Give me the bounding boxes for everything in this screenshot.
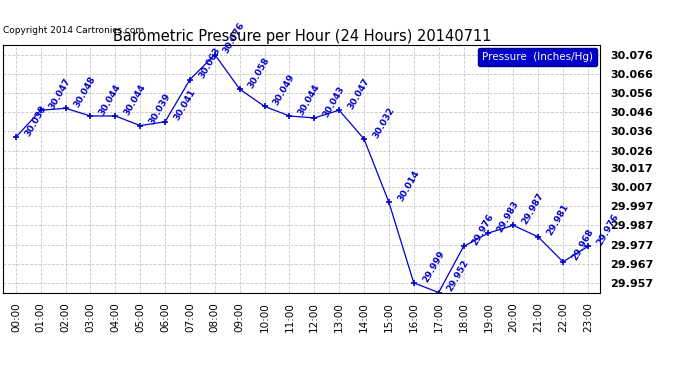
Text: 29.976: 29.976 [471, 212, 495, 247]
Text: 29.999: 29.999 [421, 249, 446, 284]
Text: 30.049: 30.049 [272, 72, 297, 107]
Text: 30.044: 30.044 [297, 82, 322, 117]
Text: 30.047: 30.047 [346, 76, 371, 111]
Text: 29.981: 29.981 [545, 203, 571, 237]
Title: Barometric Pressure per Hour (24 Hours) 20140711: Barometric Pressure per Hour (24 Hours) … [112, 29, 491, 44]
Text: 29.952: 29.952 [446, 258, 471, 293]
Text: Copyright 2014 Cartronics.com: Copyright 2014 Cartronics.com [3, 26, 145, 35]
Text: 30.043: 30.043 [322, 84, 346, 118]
Text: 29.987: 29.987 [520, 191, 546, 226]
Text: 30.044: 30.044 [97, 82, 123, 117]
Text: 29.968: 29.968 [570, 228, 595, 262]
Text: 30.063: 30.063 [197, 46, 222, 80]
Legend: Pressure  (Inches/Hg): Pressure (Inches/Hg) [478, 48, 597, 66]
Text: 29.983: 29.983 [495, 199, 520, 234]
Text: 30.041: 30.041 [172, 88, 197, 122]
Text: 30.047: 30.047 [48, 76, 73, 111]
Text: 30.014: 30.014 [396, 168, 421, 203]
Text: 30.044: 30.044 [122, 82, 148, 117]
Text: 30.039: 30.039 [147, 92, 172, 126]
Text: 29.976: 29.976 [595, 212, 620, 247]
Text: 30.076: 30.076 [221, 21, 247, 55]
Text: 30.058: 30.058 [246, 56, 272, 90]
Text: 30.033: 30.033 [23, 104, 48, 138]
Text: 30.048: 30.048 [72, 75, 97, 109]
Text: 30.032: 30.032 [371, 105, 396, 140]
